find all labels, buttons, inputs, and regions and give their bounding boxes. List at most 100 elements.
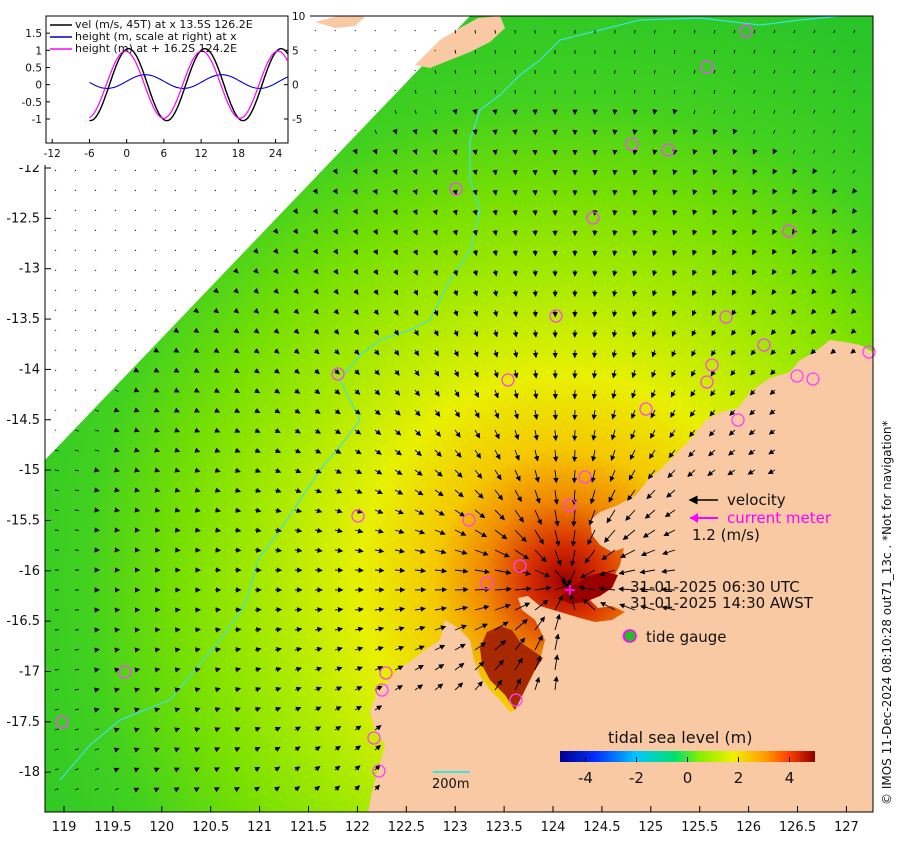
inset-y-left-tick: 0.5 xyxy=(25,62,42,74)
tide-gauge-marker xyxy=(480,576,494,590)
tide-gauge-marker xyxy=(757,338,771,352)
land-area xyxy=(368,340,873,812)
longitude-tick-label: 125 xyxy=(638,820,663,835)
inset-x-tick: 12 xyxy=(194,148,207,160)
colorbar-tick-label: -2 xyxy=(629,769,644,787)
colorbar-gradient xyxy=(560,751,815,762)
latitude-tick-label: -16 xyxy=(19,564,40,579)
inset-legend-entry: height (m, scale at right) at x xyxy=(75,30,237,43)
latitude-tick-label: -15.5 xyxy=(6,513,40,528)
tide-gauge-marker xyxy=(375,683,389,697)
island-north xyxy=(415,16,505,68)
inset-frame xyxy=(45,15,289,144)
longitude-tick-label: 123 xyxy=(443,820,468,835)
inset-y-left-tick: 1 xyxy=(35,45,42,57)
gulf-water xyxy=(480,626,543,710)
isobath-scale-label: 200m xyxy=(432,777,469,792)
inset-x-tick: -12 xyxy=(44,148,61,160)
colorbar-tick-label: 2 xyxy=(734,769,744,787)
velocity-scale-label: 1.2 (m/s) xyxy=(692,526,760,544)
inset-x-tick: 6 xyxy=(161,148,168,160)
tide-gauge-marker xyxy=(639,402,653,416)
longitude-tick-label: 119 xyxy=(52,820,77,835)
latitude-tick-label: -13.5 xyxy=(6,312,40,327)
latitude-tick-label: -18 xyxy=(19,765,40,780)
tide-gauge-marker xyxy=(700,60,714,74)
tide-gauge-marker xyxy=(731,413,745,427)
tide-gauge-legend-icon xyxy=(623,629,637,643)
inset-height-x-line xyxy=(89,74,289,89)
longitude-tick-label: 122.5 xyxy=(388,820,425,835)
velocity-vector-field xyxy=(54,29,858,793)
longitude-tick-label: 122 xyxy=(345,820,370,835)
latitude-tick-label: -17.5 xyxy=(6,715,40,730)
latitude-tick-label: -13 xyxy=(19,262,40,277)
inset-y-left-tick: 0 xyxy=(35,80,42,92)
tide-gauge-marker xyxy=(379,666,393,680)
inset-x-tick: 18 xyxy=(232,148,245,160)
longitude-tick-label: 126.5 xyxy=(779,820,816,835)
tide-gauge-marker xyxy=(331,367,345,381)
longitude-tick-label: 119.5 xyxy=(94,820,131,835)
velocity-legend-label: velocity xyxy=(727,491,786,509)
tide-gauge-legend-label: tide gauge xyxy=(646,628,727,646)
inset-y-right-tick: 5 xyxy=(292,45,299,57)
tide-gauge-marker xyxy=(862,345,876,359)
tide-gauge-marker xyxy=(790,369,804,383)
colorbar-title: tidal sea level (m) xyxy=(608,728,752,747)
time-local: 31-01-2025 14:30 AWST xyxy=(630,594,814,612)
longitude-tick-label: 121.5 xyxy=(290,820,327,835)
map-legend: velocity current meter 1.2 (m/s) 31-01-2… xyxy=(623,491,832,646)
island-small xyxy=(315,16,365,28)
tide-gauge-marker xyxy=(462,513,476,527)
latitude-tick-label: -15 xyxy=(19,463,40,478)
longitude-tick-label: 121 xyxy=(247,820,272,835)
longitude-tick-label: 123.5 xyxy=(485,820,522,835)
latitude-axis: -11-12-12.5-13-13.5-14-14.5-15-15.5-16-1… xyxy=(6,60,51,780)
gulf-head-water xyxy=(560,572,618,604)
tide-gauge-markers xyxy=(55,24,876,778)
tide-gauge-marker xyxy=(501,373,515,387)
longitude-tick-label: 127 xyxy=(834,820,859,835)
tide-gauge-marker xyxy=(578,470,592,484)
time-utc: 31-01-2025 06:30 UTC xyxy=(630,578,800,596)
tide-gauge-marker xyxy=(118,665,132,679)
tide-gauge-marker xyxy=(509,693,523,707)
longitude-tick-label: 125.5 xyxy=(681,820,718,835)
tide-gauge-marker xyxy=(367,731,381,745)
tide-gauge-marker xyxy=(705,358,719,372)
inset-x-tick: 0 xyxy=(123,148,130,160)
longitude-tick-label: 124 xyxy=(541,820,566,835)
credit-text: © IMOS 11-Dec-2024 08:10:28 out71_13c . … xyxy=(880,420,894,805)
latitude-tick-label: -14.5 xyxy=(6,413,40,428)
inset-legend-entry: vel (m/s, 45T) at x 13.5S 126.2E xyxy=(75,18,253,31)
longitude-tick-label: 120 xyxy=(149,820,174,835)
tide-gauge-marker xyxy=(719,310,733,324)
tide-gauge-marker xyxy=(549,309,563,323)
colorbar-tick-label: 4 xyxy=(785,769,795,787)
current-meter-marker xyxy=(565,585,575,595)
tide-gauge-marker xyxy=(351,509,365,523)
inset-y-right-tick: 0 xyxy=(292,80,299,92)
tide-gauge-marker xyxy=(449,182,463,196)
inset-y-left-tick: -0.5 xyxy=(22,97,43,109)
tide-gauge-marker xyxy=(563,498,577,512)
map-frame xyxy=(44,15,874,813)
tide-gauge-marker xyxy=(661,143,675,157)
latitude-tick-label: -16.5 xyxy=(6,614,40,629)
inset-height-plus-line xyxy=(89,50,289,119)
inset-y-right-tick: 10 xyxy=(292,11,305,23)
colorbar-tick-label: 0 xyxy=(683,769,693,787)
tide-gauge-marker xyxy=(782,224,796,238)
current-meter-legend-label: current meter xyxy=(727,509,832,527)
inset-legend-entry: height (m) at + 16.2S 124.2E xyxy=(75,42,237,55)
tide-gauge-marker xyxy=(55,715,69,729)
tide-gauge-marker xyxy=(372,764,386,778)
isobath-200m xyxy=(59,16,841,781)
tide-gauge-marker xyxy=(700,375,714,389)
inset-y-right-tick: -5 xyxy=(292,114,302,126)
longitude-axis: 119 119.5 120 120.5 121 121.5 122 122.5 123 123.5… xyxy=(52,806,859,835)
tide-gauge-marker xyxy=(625,137,639,151)
latitude-tick-label: -17 xyxy=(19,665,40,680)
